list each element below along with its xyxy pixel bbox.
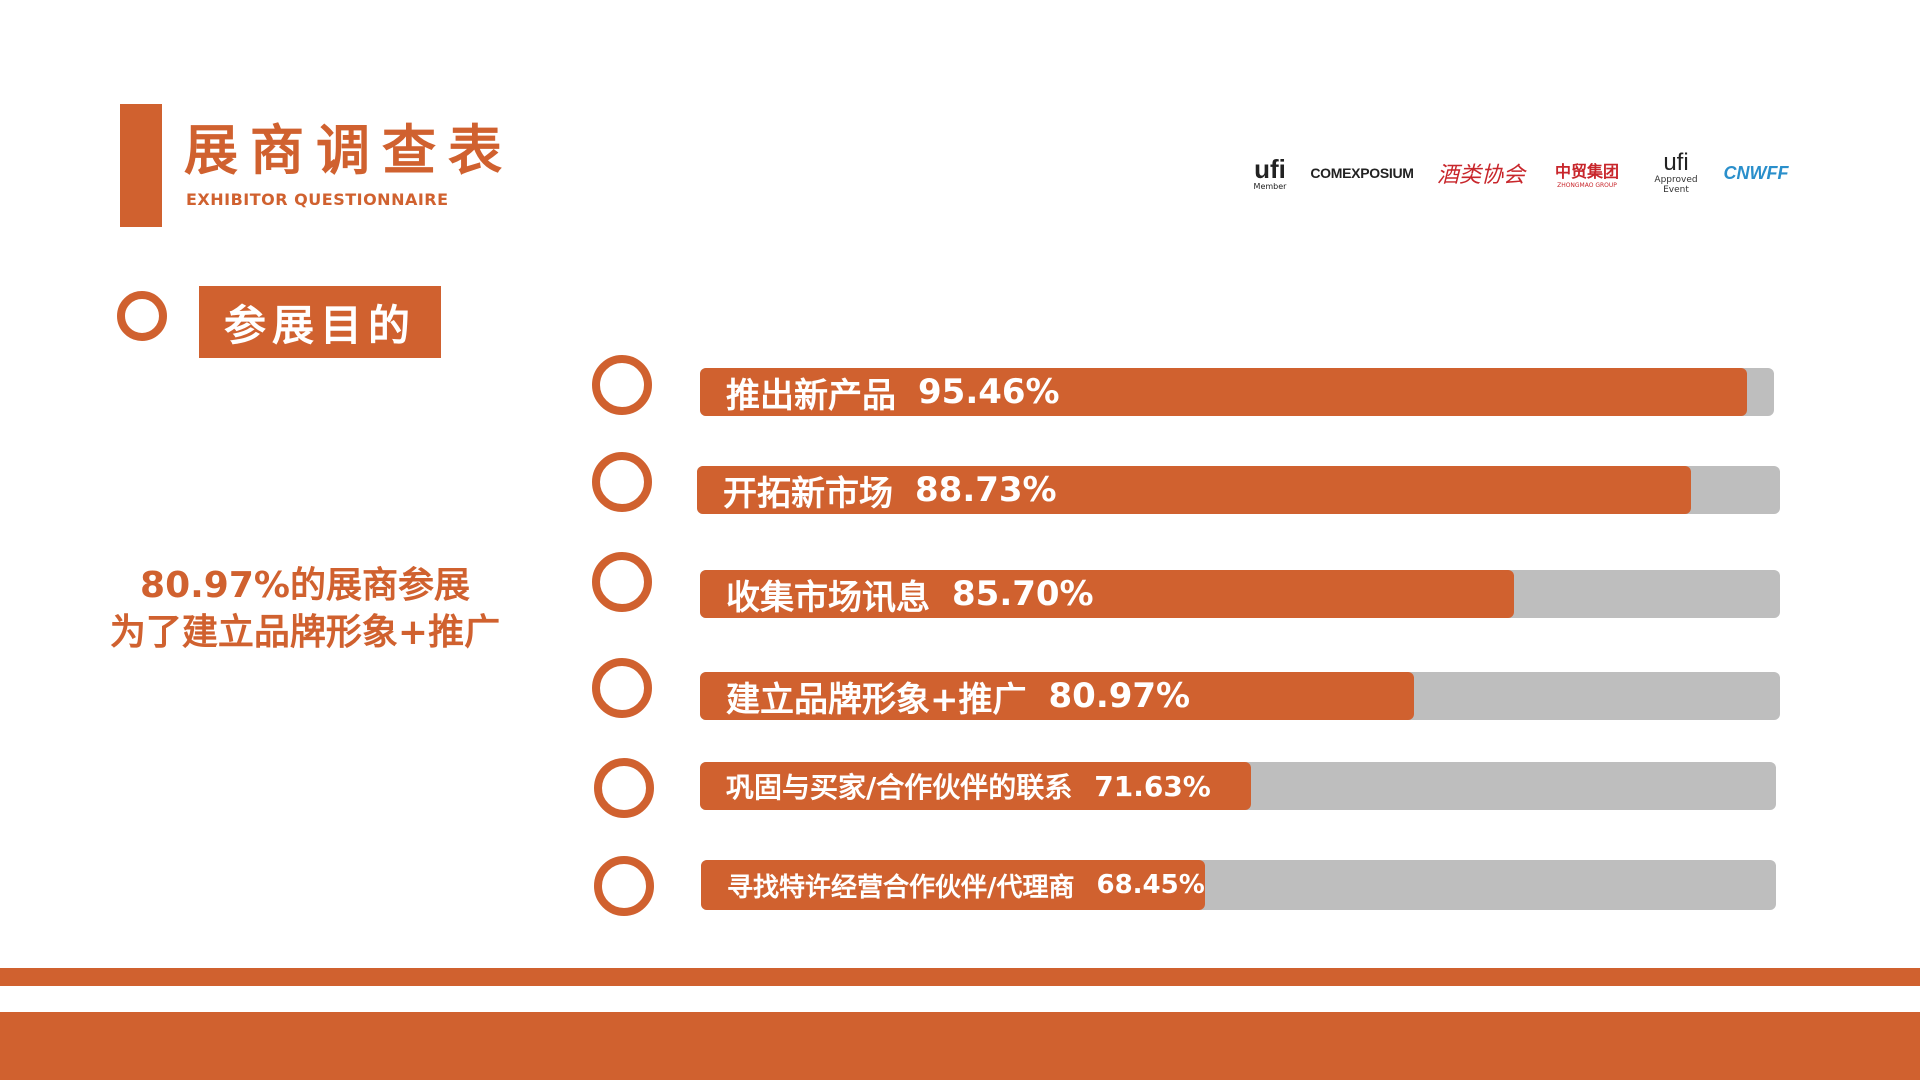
bar-circle-icon — [594, 856, 654, 916]
bar-fill — [700, 672, 1414, 720]
bar-track: 推出新产品 95.46% — [700, 368, 1774, 416]
section-tag: 参展目的 — [199, 286, 441, 358]
summary-line-1: 80.97%的展商参展 — [140, 565, 470, 606]
bar-category-label: 收集市场讯息 — [726, 577, 930, 618]
bar-track: 寻找特许经营合作伙伴/代理商 68.45% — [701, 860, 1776, 910]
summary-line-2: 为了建立品牌形象+推广 — [109, 612, 501, 653]
bar-label: 建立品牌形象+推广 80.97% — [726, 672, 1190, 720]
bar-value-label: 95.46% — [918, 372, 1060, 412]
partner-logos: ufi Member COMEXPOSIUM 酒类协会 中贸集团 ZHONGMA… — [1250, 142, 1800, 204]
bar-value-label: 80.97% — [1048, 676, 1191, 716]
bar-category-label: 寻找特许经营合作伙伴/代理商 — [727, 872, 1075, 903]
bar-value-label: 71.63% — [1094, 769, 1211, 803]
ufi-member-logo: ufi Member — [1253, 153, 1287, 191]
footer-stripe-thin — [0, 968, 1920, 986]
bar-fill — [697, 466, 1692, 514]
footer-stripe-thick — [0, 1012, 1920, 1080]
bar-label: 收集市场讯息 85.70% — [726, 570, 1094, 618]
page-subtitle: EXHIBITOR QUESTIONNAIRE — [186, 190, 449, 209]
bar-category-label: 建立品牌形象+推广 — [726, 679, 1027, 720]
bar-circle-icon — [592, 452, 652, 512]
title-accent-bar — [120, 104, 162, 227]
bar-value-label: 68.45% — [1096, 870, 1205, 900]
bar-category-label: 推出新产品 — [726, 375, 896, 416]
bar-track: 建立品牌形象+推广 80.97% — [700, 672, 1780, 720]
summary-text: 80.97%的展商参展 为了建立品牌形象+推广 — [80, 562, 530, 656]
bar-circle-icon — [592, 552, 652, 612]
bar-label: 巩固与买家/合作伙伴的联系 71.63% — [726, 762, 1211, 810]
bar-value-label: 88.73% — [915, 470, 1057, 510]
bar-value-label: 85.70% — [952, 574, 1094, 614]
comexposium-logo: COMEXPOSIUM — [1310, 165, 1414, 181]
bar-fill — [700, 762, 1251, 810]
section-circle-icon — [117, 291, 167, 341]
bar-track: 开拓新市场 88.73% — [697, 466, 1780, 514]
bar-track: 巩固与买家/合作伙伴的联系 71.63% — [700, 762, 1776, 810]
bar-track: 收集市场讯息 85.70% — [700, 570, 1780, 618]
bar-circle-icon — [592, 355, 652, 415]
bar-category-label: 巩固与买家/合作伙伴的联系 — [726, 771, 1073, 804]
alcohol-association-logo: 酒类协会 — [1436, 163, 1525, 188]
bar-label: 寻找特许经营合作伙伴/代理商 68.45% — [727, 860, 1205, 910]
bar-label: 开拓新市场 88.73% — [723, 466, 1057, 514]
bar-circle-icon — [594, 758, 654, 818]
bar-circle-icon — [592, 658, 652, 718]
cnwff-logo: CNWFF — [1723, 162, 1789, 183]
bar-fill — [700, 368, 1748, 416]
bar-fill — [700, 570, 1515, 618]
bar-fill — [701, 860, 1206, 910]
bar-label: 推出新产品 95.46% — [726, 368, 1060, 416]
page-title: 展商调查表 — [184, 119, 514, 182]
zhongmao-group-logo: 中贸集团 ZHONGMAO GROUP — [1554, 161, 1619, 189]
bar-category-label: 开拓新市场 — [723, 473, 893, 514]
ufi-approved-event-logo: ufi Approved Event — [1654, 149, 1698, 196]
